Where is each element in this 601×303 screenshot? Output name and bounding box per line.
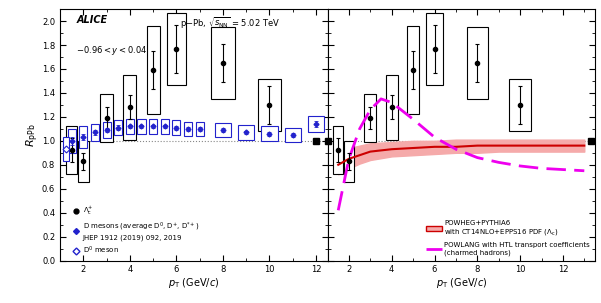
Bar (386, 75, 398, 140)
Bar (195, 122, 204, 136)
Bar (261, 126, 278, 141)
Bar (212, 27, 234, 99)
Bar (172, 121, 180, 135)
Bar (78, 141, 88, 181)
Bar (510, 78, 531, 131)
Bar (284, 128, 300, 142)
X-axis label: $p_{\rm T}$ (GeV/$c$): $p_{\rm T}$ (GeV/$c$) (168, 276, 219, 290)
Legend: POWHEG+PYTHIA6
with CT14NLO+EPPS16 PDF ($\Lambda_{\rm c}$), POWLANG with HTL tra: POWHEG+PYTHIA6 with CT14NLO+EPPS16 PDF (… (425, 219, 591, 257)
Bar (167, 13, 186, 85)
Bar (344, 141, 354, 181)
Bar (466, 27, 488, 99)
Bar (238, 125, 254, 140)
X-axis label: $p_{\rm T}$ (GeV/$c$): $p_{\rm T}$ (GeV/$c$) (436, 276, 487, 290)
Bar (68, 129, 76, 153)
Bar (114, 121, 123, 135)
Text: $-0.96 < y < 0.04$: $-0.96 < y < 0.04$ (76, 44, 147, 57)
Bar (258, 78, 281, 131)
Bar (407, 26, 419, 115)
Bar (184, 122, 192, 136)
Bar (160, 119, 169, 134)
Bar (147, 26, 159, 115)
Bar (67, 126, 77, 174)
Bar (91, 124, 99, 141)
Bar (63, 137, 69, 161)
Bar (426, 13, 443, 85)
Bar (123, 75, 136, 140)
Bar (308, 116, 324, 132)
Bar (138, 119, 145, 134)
Bar (149, 119, 157, 134)
Bar (215, 123, 231, 137)
Bar (103, 122, 111, 138)
Text: ALICE: ALICE (76, 15, 107, 25)
Bar (364, 94, 376, 142)
Y-axis label: $R_{\rm pPb}$: $R_{\rm pPb}$ (24, 123, 41, 147)
Text: p$-$Pb, $\sqrt{s_{\rm NN}}$ = 5.02 TeV: p$-$Pb, $\sqrt{s_{\rm NN}}$ = 5.02 TeV (180, 15, 281, 30)
Bar (126, 119, 134, 134)
Bar (79, 126, 87, 148)
Bar (334, 126, 343, 174)
Bar (100, 94, 113, 142)
Legend: $\Lambda_{\rm c}^{+}$, D mesons (average D$^{0}$, D$^{+}$, D$^{*+}$)
JHEP 1912 (: $\Lambda_{\rm c}^{+}$, D mesons (average… (72, 203, 200, 257)
